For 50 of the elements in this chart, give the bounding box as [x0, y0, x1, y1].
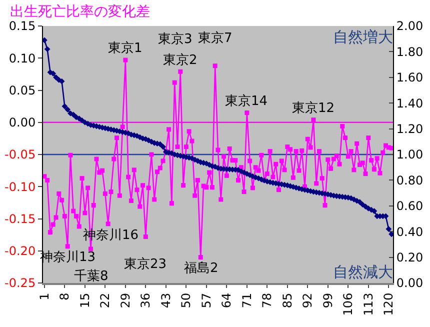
x-tick-label: 43: [158, 292, 173, 308]
x-tick-label: 78: [260, 292, 274, 308]
x-tick-label: 22: [98, 292, 112, 308]
y-tick-label: -0.10: [4, 180, 36, 194]
annotation: 千葉8: [74, 269, 108, 284]
y-tick-label: -0.05: [4, 148, 36, 162]
x-tick-label: 120: [382, 292, 396, 316]
y2-tick-label: 0.40: [396, 224, 424, 239]
x-tick-label: 92: [300, 292, 315, 308]
y-tick-label: 0.10: [8, 51, 36, 66]
x-tick-label: 71: [240, 292, 254, 308]
x-tick-label: 50: [179, 292, 194, 308]
x-tick-label: 99: [320, 292, 335, 308]
annotation: 東京14: [225, 94, 268, 109]
x-tick-label: 106: [341, 292, 356, 316]
annotation: 東京2: [163, 53, 198, 68]
y2-tick-label: 2.00: [396, 19, 424, 34]
y-tick-label: -0.20: [4, 244, 36, 258]
annotation: 自然減大: [333, 263, 393, 281]
y2-tick-label: 1.00: [396, 148, 424, 162]
y-tick-label: 0.05: [8, 83, 36, 98]
y2-tick-label: 0.00: [396, 276, 424, 290]
y-tick-label: -0.25: [4, 276, 36, 290]
x-tick-label: 1: [37, 292, 52, 300]
y2-tick-label: 0.80: [396, 173, 424, 188]
y2-tick-label: 1.60: [396, 70, 424, 85]
x-tick-label: 113: [361, 292, 376, 316]
y-tick-label: -0.15: [4, 212, 36, 226]
y2-tick-label: 0.20: [396, 250, 424, 264]
x-tick-label: 36: [138, 292, 153, 308]
y2-tick-label: 1.40: [396, 96, 424, 110]
x-tick-label: 8: [58, 292, 72, 300]
y-axis-title: 出生死亡比率の変化差: [10, 4, 150, 20]
y-tick-label: 0.15: [8, 19, 36, 34]
x-tick-label: 29: [118, 292, 132, 308]
annotation: 東京1: [108, 41, 142, 56]
x-tick-label: 57: [199, 292, 214, 308]
y-tick-label: 0.00: [8, 116, 36, 130]
annotation: 東京7: [198, 31, 232, 46]
x-tick-label: 85: [280, 292, 294, 308]
annotation: 東京12: [292, 101, 335, 116]
annotation: 福島2: [184, 261, 218, 276]
y2-tick-label: 1.20: [396, 122, 424, 136]
y2-tick-label: 0.60: [396, 199, 424, 214]
annotation: 東京23: [124, 257, 167, 272]
annotation: 東京3: [158, 32, 192, 47]
x-tick-label: 15: [78, 292, 92, 308]
x-tick-label: 64: [220, 292, 234, 308]
annotation: 自然増大: [333, 28, 393, 46]
y2-tick-label: 1.80: [396, 44, 424, 59]
